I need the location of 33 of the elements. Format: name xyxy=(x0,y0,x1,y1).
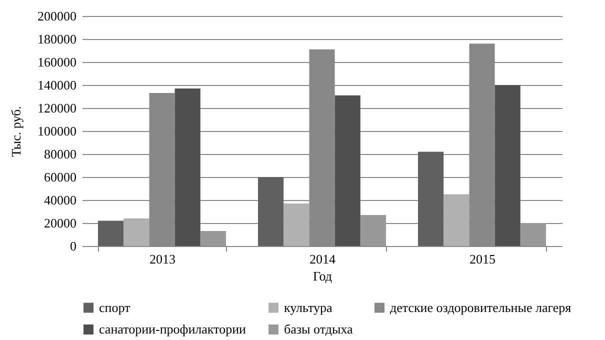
bar xyxy=(174,88,200,246)
y-tick-label: 20000 xyxy=(44,216,76,230)
y-tick-label: 120000 xyxy=(38,100,76,116)
bar xyxy=(124,218,150,246)
y-tick-label: 80000 xyxy=(44,146,76,162)
bar xyxy=(520,223,546,246)
legend-label: базы отдыха xyxy=(284,322,354,336)
y-tick-label: 100000 xyxy=(38,124,76,138)
x-tick-label: 2014 xyxy=(310,252,336,266)
y-tick-label: 0 xyxy=(70,238,76,254)
y-tick-label: 60000 xyxy=(44,170,76,184)
bar xyxy=(334,95,360,246)
bar xyxy=(360,214,386,246)
bar xyxy=(284,203,310,246)
bar xyxy=(418,152,444,246)
y-axis-title: Тыс. руб. xyxy=(8,106,24,157)
y-tick-label: 160000 xyxy=(38,54,76,70)
legend-label: спорт xyxy=(99,300,131,315)
x-tick-label: 2013 xyxy=(150,252,176,266)
y-tick-label: 200000 xyxy=(38,8,76,24)
bar xyxy=(258,177,284,246)
y-tick-label: 140000 xyxy=(38,78,76,92)
legend-label: санатории-профилактории xyxy=(99,322,246,336)
y-tick-label: 40000 xyxy=(44,192,76,208)
legend-label: культура xyxy=(284,300,332,315)
legend-label: детские оздоровительные лагеря xyxy=(390,300,572,315)
x-axis-title: Год xyxy=(312,268,332,284)
y-tick-label: 180000 xyxy=(38,32,76,46)
bar xyxy=(98,220,124,246)
bar xyxy=(444,194,470,246)
bar xyxy=(200,231,226,246)
x-tick-label: 2015 xyxy=(470,252,496,266)
bar xyxy=(494,85,520,246)
